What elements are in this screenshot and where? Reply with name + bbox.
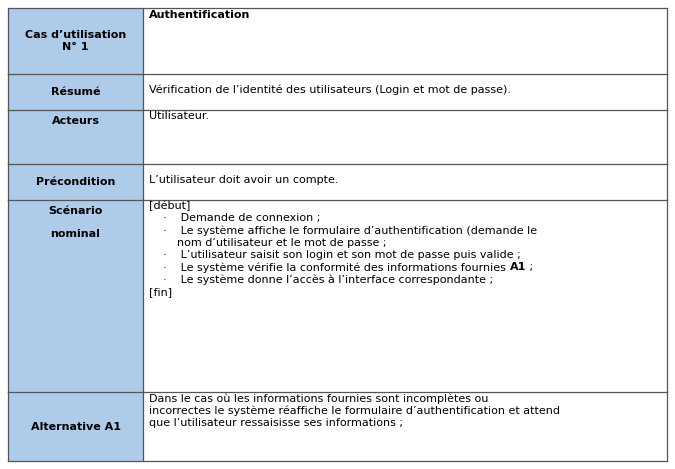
Bar — [143, 109, 667, 164]
Bar — [8, 74, 143, 109]
Text: ·    L’utilisateur saisit son login et son mot de passe puis valide ;: · L’utilisateur saisit son login et son … — [163, 250, 521, 260]
Text: Vérification de l’identité des utilisateurs (Login et mot de passe).: Vérification de l’identité des utilisate… — [149, 84, 511, 95]
Text: ·    Le système donne l’accès à l’interface correspondante ;: · Le système donne l’accès à l’interface… — [163, 275, 493, 285]
Text: Dans le cas où les informations fournies sont incomplètes ou: Dans le cas où les informations fournies… — [149, 393, 489, 404]
Bar — [143, 200, 667, 393]
Text: Alternative A1: Alternative A1 — [30, 422, 121, 431]
Text: que l’utilisateur ressaisisse ses informations ;: que l’utilisateur ressaisisse ses inform… — [149, 418, 403, 428]
Bar — [143, 8, 667, 74]
Text: A1: A1 — [510, 263, 526, 272]
Text: Acteurs: Acteurs — [51, 116, 99, 126]
Text: ·    Le système affiche le formulaire d’authentification (demande le: · Le système affiche le formulaire d’aut… — [163, 225, 537, 235]
Text: incorrectes le système réaffiche le formulaire d’authentification et attend: incorrectes le système réaffiche le form… — [149, 406, 560, 416]
Text: [début]: [début] — [149, 200, 190, 211]
Bar — [8, 109, 143, 164]
Text: nom d’utilisateur et le mot de passe ;: nom d’utilisateur et le mot de passe ; — [177, 238, 387, 248]
Bar — [8, 164, 143, 200]
Text: Scénario

nominal: Scénario nominal — [49, 206, 103, 239]
Bar — [8, 393, 143, 461]
Text: Précondition: Précondition — [36, 177, 115, 187]
Bar — [143, 393, 667, 461]
Text: [fin]: [fin] — [149, 287, 172, 297]
Text: Authentification: Authentification — [149, 10, 250, 20]
Text: ·    Demande de connexion ;: · Demande de connexion ; — [163, 213, 321, 223]
Bar — [143, 74, 667, 109]
Bar — [8, 8, 143, 74]
Bar — [143, 164, 667, 200]
Text: Résumé: Résumé — [51, 87, 101, 97]
Text: Utilisateur.: Utilisateur. — [149, 111, 209, 121]
Text: Cas d’utilisation
N° 1: Cas d’utilisation N° 1 — [25, 30, 126, 52]
Text: ;: ; — [526, 263, 533, 272]
Text: ·    Le système vérifie la conformité des informations fournies: · Le système vérifie la conformité des i… — [163, 262, 510, 273]
Bar — [8, 200, 143, 393]
Text: L’utilisateur doit avoir un compte.: L’utilisateur doit avoir un compte. — [149, 174, 339, 185]
